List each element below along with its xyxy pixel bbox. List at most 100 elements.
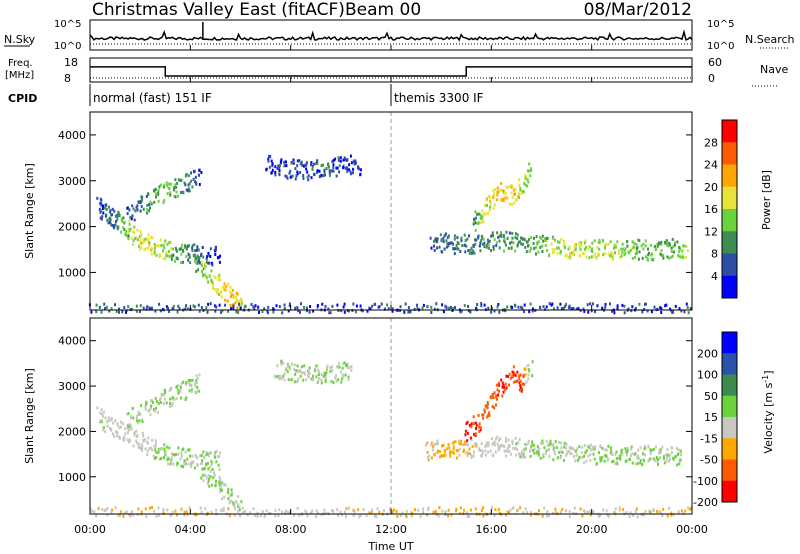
scatter-cell: [170, 452, 173, 456]
scatter-cell: [682, 244, 685, 248]
scatter-cell: [126, 426, 129, 430]
scatter-cell: [660, 249, 663, 253]
scatter-cell: [505, 386, 508, 390]
scatter-cell: [510, 191, 513, 195]
scatter-cell: [683, 244, 686, 248]
scatter-cell: [516, 370, 519, 374]
scatter-cell: [645, 255, 647, 259]
scatter-cell: [159, 400, 162, 404]
scatter-cell: [428, 454, 431, 458]
scatter-cell: [121, 310, 124, 314]
scatter-cell: [503, 388, 506, 392]
scatter-cell: [311, 164, 314, 168]
scatter-cell: [564, 304, 567, 308]
scatter-cell: [510, 240, 513, 244]
scatter-cell: [214, 248, 217, 251]
scatter-cell: [188, 189, 191, 193]
scatter-cell: [517, 195, 520, 199]
scatter-cell: [104, 206, 107, 210]
scatter-cell: [574, 243, 577, 247]
scatter-cell: [232, 503, 235, 507]
scatter-cell: [179, 387, 182, 391]
scatter-cell: [605, 243, 608, 247]
scatter-cell: [670, 446, 673, 450]
scatter-cell: [100, 198, 103, 202]
scatter-cell: [671, 450, 673, 454]
scatter-cell: [498, 438, 500, 442]
scatter-cell: [531, 442, 534, 446]
scatter-cell: [195, 261, 198, 265]
scatter-cell: [473, 450, 475, 454]
scatter-cell: [201, 459, 204, 463]
colorbar-tick-label: 8: [711, 248, 718, 261]
scatter-cell: [147, 237, 150, 241]
scatter-cell: [286, 510, 289, 514]
scatter-cell: [465, 422, 468, 426]
scatter-cell: [182, 447, 185, 451]
scatter-cell: [167, 306, 169, 310]
scatter-cell: [599, 514, 602, 517]
scatter-cell: [130, 510, 133, 514]
scatter-cell: [342, 375, 345, 379]
scatter-cell: [334, 376, 337, 380]
scatter-cell: [152, 408, 155, 412]
scatter-cell: [213, 453, 216, 456]
scatter-cell: [193, 253, 196, 257]
power-colorbar-label: Power [dB]: [760, 170, 773, 230]
scatter-cell: [168, 182, 170, 186]
scatter-cell: [496, 198, 499, 202]
scatter-cell: [141, 196, 144, 199]
scatter-cell: [164, 239, 167, 243]
scatter-cell: [616, 462, 619, 466]
cpid-segment-label: normal (fast) 151 IF: [93, 91, 212, 105]
scatter-cell: [626, 449, 629, 453]
scatter-cell: [354, 310, 357, 314]
scatter-cell: [142, 438, 145, 442]
scatter-cell: [647, 247, 649, 251]
scatter-cell: [236, 292, 239, 296]
scatter-cell: [554, 238, 556, 242]
scatter-cell: [238, 306, 241, 310]
scatter-cell: [350, 368, 353, 372]
scatter-cell: [649, 448, 652, 452]
scatter-cell: [539, 305, 541, 309]
scatter-cell: [519, 506, 522, 510]
scatter-cell: [496, 435, 499, 439]
scatter-cell: [604, 252, 606, 256]
scatter-cell: [572, 251, 575, 255]
scatter-cell: [274, 513, 277, 517]
scatter-cell: [124, 427, 127, 431]
scatter-cell: [527, 439, 530, 443]
scatter-cell: [520, 305, 523, 309]
scatter-cell: [149, 307, 152, 311]
scatter-cell: [607, 444, 610, 448]
scatter-cell: [125, 230, 128, 233]
scatter-cell: [518, 374, 521, 378]
scatter-cell: [329, 311, 332, 315]
scatter-cell: [219, 478, 222, 482]
scatter-cell: [283, 307, 286, 311]
colorbar-swatch: [722, 374, 737, 397]
noise-series: [89, 22, 693, 45]
scatter-cell: [328, 171, 331, 175]
scatter-cell: [157, 191, 160, 195]
scatter-cell: [526, 178, 529, 182]
scatter-cell: [200, 263, 203, 267]
scatter-cell: [472, 422, 475, 426]
scatter-cell: [345, 364, 348, 368]
scatter-cell: [99, 411, 102, 415]
scatter-cell: [281, 311, 284, 315]
scatter-cell: [536, 450, 538, 454]
scatter-cell: [149, 413, 152, 417]
scatter-cell: [211, 462, 213, 466]
scatter-cell: [464, 433, 467, 437]
scatter-cell: [155, 195, 157, 199]
scatter-cell: [321, 302, 324, 306]
scatter-cell: [140, 232, 143, 236]
scatter-cell: [146, 449, 149, 453]
scatter-cell: [322, 163, 325, 167]
scatter-cell: [117, 513, 120, 517]
scatter-cell: [131, 214, 134, 218]
scatter-cell: [93, 510, 96, 514]
scatter-cell: [630, 445, 633, 449]
